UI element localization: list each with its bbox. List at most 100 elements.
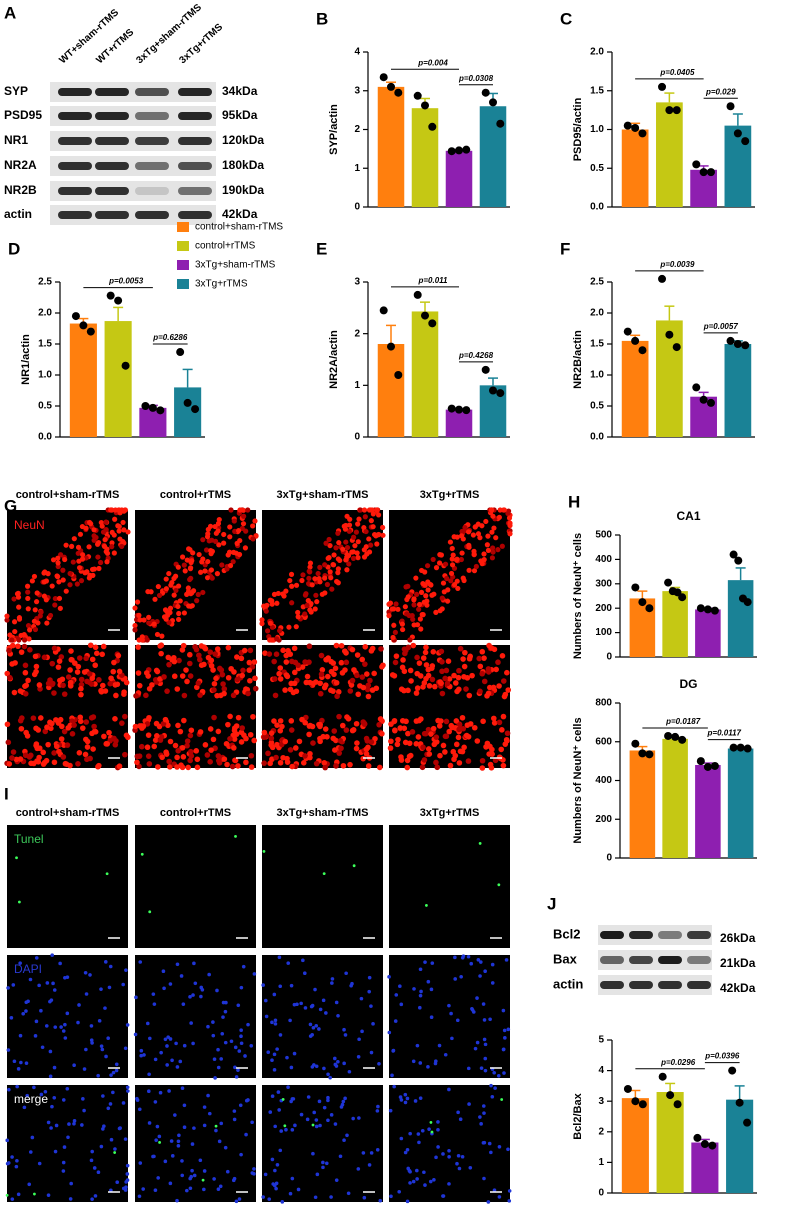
- cell: [507, 1189, 512, 1193]
- cell: [432, 683, 438, 690]
- cell: [326, 1098, 330, 1103]
- cell: [226, 549, 233, 555]
- y-tick-label: 1: [354, 380, 360, 391]
- cell: [126, 1089, 130, 1093]
- cell: [36, 682, 43, 688]
- data-point: [743, 744, 752, 753]
- cell: [13, 756, 20, 763]
- cell: [466, 567, 472, 573]
- cell: [252, 685, 259, 692]
- cell: [267, 760, 273, 767]
- cell: [362, 643, 369, 650]
- data-point: [638, 129, 647, 138]
- cell: [148, 589, 154, 595]
- cell: [171, 673, 178, 680]
- cell: [389, 606, 395, 612]
- cell: [187, 757, 193, 764]
- cell: [287, 747, 294, 753]
- cell: [28, 977, 33, 982]
- cell: [331, 552, 337, 558]
- bar: [621, 1098, 649, 1193]
- cell: [163, 1159, 168, 1164]
- blot-row-label: actin: [553, 976, 583, 991]
- cell: [81, 1097, 85, 1101]
- cell: [158, 1141, 161, 1144]
- cell: [229, 1039, 234, 1044]
- data-point: [455, 146, 463, 155]
- y-axis-label: Numbers of NeuN⁺ cells: [572, 533, 584, 659]
- cell: [206, 1093, 210, 1098]
- cell: [156, 592, 163, 599]
- cell: [146, 614, 152, 621]
- cell: [206, 1024, 210, 1029]
- cell: [34, 956, 39, 960]
- cell: [6, 761, 13, 767]
- cell: [328, 687, 334, 694]
- cell: [214, 1128, 218, 1133]
- blot-size-label: 95kDa: [222, 108, 258, 122]
- y-tick-label: 2: [598, 1126, 604, 1137]
- cell: [474, 738, 481, 744]
- cell: [477, 663, 484, 670]
- bar: [629, 750, 656, 858]
- blot-size-label: 34kDa: [222, 84, 258, 98]
- data-point: [379, 73, 388, 82]
- cell: [366, 536, 372, 542]
- cell: [22, 669, 29, 676]
- cell: [202, 1169, 207, 1173]
- cell: [195, 680, 202, 686]
- cell: [72, 1063, 76, 1068]
- cell: [419, 989, 423, 994]
- cell: [112, 682, 119, 688]
- cell: [397, 725, 404, 731]
- data-point: [462, 406, 471, 415]
- cell: [76, 655, 83, 661]
- blot-band: [135, 162, 169, 170]
- cell: [213, 1076, 217, 1080]
- cell: [76, 1020, 80, 1025]
- micrograph: [262, 1085, 383, 1202]
- cell: [61, 728, 68, 735]
- cell: [476, 655, 482, 662]
- cell: [400, 626, 406, 633]
- cell: [455, 674, 462, 681]
- cell: [209, 575, 215, 581]
- cell: [484, 542, 490, 548]
- cell: [80, 1123, 84, 1127]
- cell: [109, 1137, 114, 1142]
- cell: [346, 561, 352, 567]
- cell: [227, 713, 233, 720]
- cell: [330, 981, 334, 985]
- cell: [400, 657, 406, 663]
- cell: [61, 1160, 66, 1165]
- cell: [456, 726, 462, 733]
- cell: [459, 714, 466, 721]
- cell: [425, 746, 432, 752]
- cell: [291, 669, 298, 676]
- cell: [504, 730, 511, 737]
- cell: [214, 571, 221, 577]
- data-point: [496, 119, 505, 128]
- cell: [360, 684, 367, 691]
- cell: [104, 1054, 108, 1059]
- cell: [15, 1158, 19, 1163]
- cell: [326, 1072, 330, 1077]
- cell: [355, 555, 361, 561]
- cell: [7, 1087, 11, 1092]
- bar: [621, 340, 649, 437]
- cell: [141, 617, 147, 623]
- cell: [322, 872, 326, 876]
- cell: [78, 676, 85, 683]
- cell: [429, 1121, 433, 1124]
- cell: [241, 513, 247, 519]
- cell: [288, 1191, 293, 1196]
- cell: [192, 1173, 197, 1178]
- cell: [491, 646, 498, 653]
- cell: [6, 647, 12, 654]
- cell: [276, 1090, 281, 1094]
- cell: [34, 745, 41, 752]
- cell: [63, 588, 69, 594]
- cell: [75, 761, 81, 767]
- stain-label: Tunel: [14, 832, 44, 846]
- cell: [276, 670, 282, 677]
